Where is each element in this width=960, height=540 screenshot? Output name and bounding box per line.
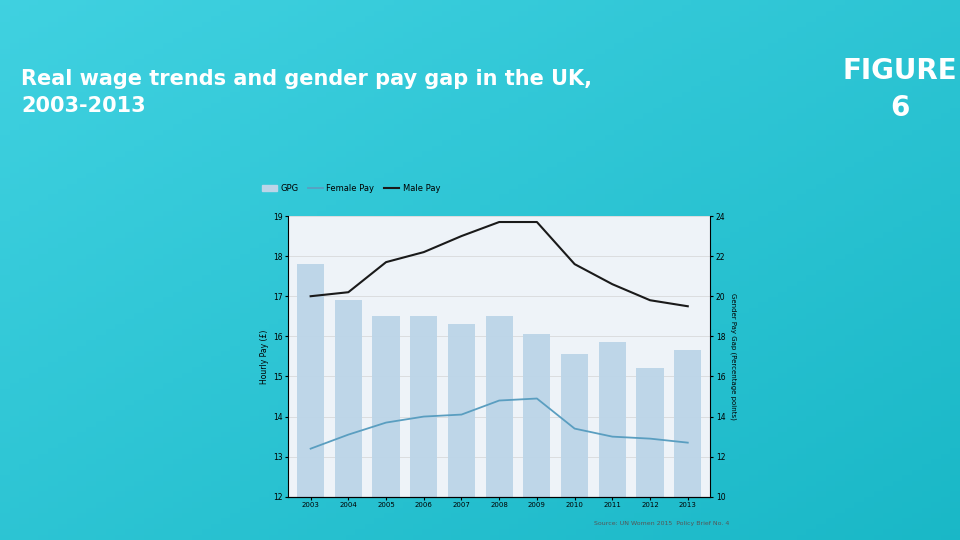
Bar xyxy=(636,368,663,540)
Bar xyxy=(523,334,550,540)
Text: FIGURE
6: FIGURE 6 xyxy=(843,57,957,122)
Text: Real wage trends and gender pay gap in the UK,
2003-2013: Real wage trends and gender pay gap in t… xyxy=(21,70,592,116)
Text: Source: UN Women 2015  Policy Brief No. 4: Source: UN Women 2015 Policy Brief No. 4 xyxy=(594,522,730,526)
Bar xyxy=(372,316,399,540)
Bar xyxy=(448,325,475,540)
Y-axis label: Gender Pay Gap (Percentage points): Gender Pay Gap (Percentage points) xyxy=(730,293,736,420)
Y-axis label: Hourly Pay (£): Hourly Pay (£) xyxy=(259,329,269,383)
Bar xyxy=(410,316,438,540)
Bar xyxy=(486,316,513,540)
Bar xyxy=(599,342,626,540)
Bar xyxy=(561,354,588,540)
Bar xyxy=(297,264,324,540)
Bar xyxy=(335,300,362,540)
Bar xyxy=(674,350,702,540)
Legend: GPG, Female Pay, Male Pay: GPG, Female Pay, Male Pay xyxy=(258,181,444,197)
